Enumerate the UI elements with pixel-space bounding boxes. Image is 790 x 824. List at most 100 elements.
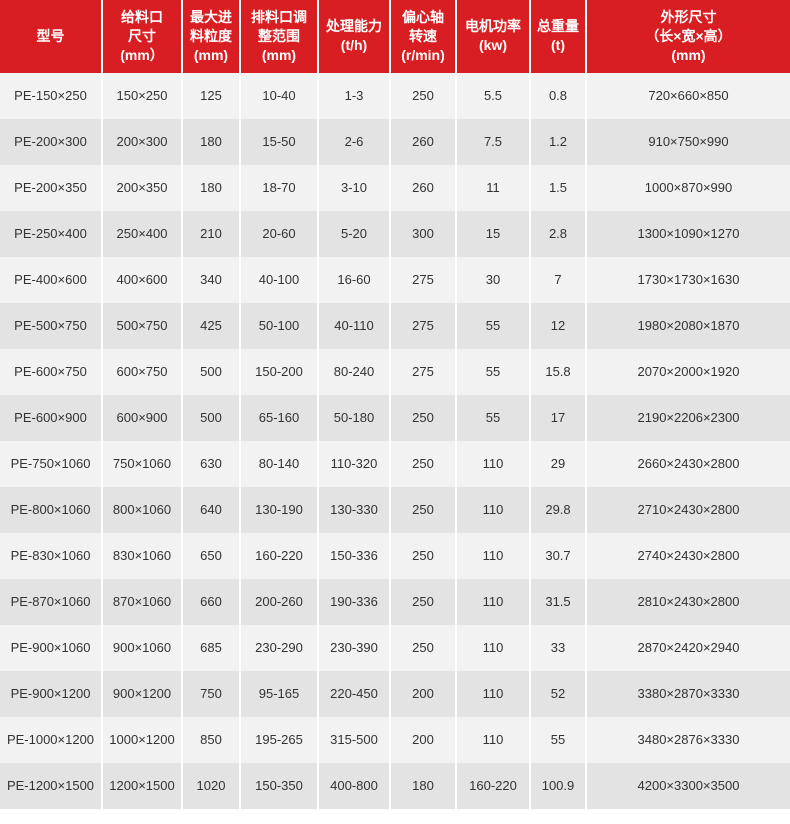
cell-feed_size: 750×1060 <box>102 441 182 487</box>
cell-feed_size: 830×1060 <box>102 533 182 579</box>
cell-max_feed: 685 <box>182 625 240 671</box>
cell-model: PE-800×1060 <box>0 487 102 533</box>
cell-shaft_rpm: 200 <box>390 671 456 717</box>
cell-max_feed: 425 <box>182 303 240 349</box>
cell-model: PE-870×1060 <box>0 579 102 625</box>
cell-feed_size: 600×900 <box>102 395 182 441</box>
cell-shaft_rpm: 250 <box>390 487 456 533</box>
table-row: PE-900×1200900×120075095-165220-45020011… <box>0 671 790 717</box>
cell-capacity: 40-110 <box>318 303 390 349</box>
cell-model: PE-900×1060 <box>0 625 102 671</box>
cell-discharge: 150-200 <box>240 349 318 395</box>
cell-weight_t: 33 <box>530 625 586 671</box>
cell-dims: 2710×2430×2800 <box>586 487 790 533</box>
cell-model: PE-1000×1200 <box>0 717 102 763</box>
cell-shaft_rpm: 250 <box>390 73 456 119</box>
cell-shaft_rpm: 250 <box>390 625 456 671</box>
cell-model: PE-600×900 <box>0 395 102 441</box>
cell-dims: 3480×2876×3330 <box>586 717 790 763</box>
cell-discharge: 130-190 <box>240 487 318 533</box>
cell-motor_kw: 7.5 <box>456 119 530 165</box>
cell-dims: 2190×2206×2300 <box>586 395 790 441</box>
cell-weight_t: 17 <box>530 395 586 441</box>
cell-motor_kw: 15 <box>456 211 530 257</box>
cell-motor_kw: 110 <box>456 625 530 671</box>
cell-dims: 1300×1090×1270 <box>586 211 790 257</box>
cell-model: PE-750×1060 <box>0 441 102 487</box>
cell-weight_t: 100.9 <box>530 763 586 809</box>
col-header-line: 型号 <box>37 28 65 44</box>
cell-weight_t: 12 <box>530 303 586 349</box>
cell-motor_kw: 55 <box>456 395 530 441</box>
cell-feed_size: 400×600 <box>102 257 182 303</box>
cell-feed_size: 900×1200 <box>102 671 182 717</box>
col-header-line: 尺寸 <box>128 28 156 44</box>
table-row: PE-800×1060800×1060640130-190130-3302501… <box>0 487 790 533</box>
cell-discharge: 195-265 <box>240 717 318 763</box>
cell-capacity: 80-240 <box>318 349 390 395</box>
cell-model: PE-500×750 <box>0 303 102 349</box>
cell-weight_t: 1.2 <box>530 119 586 165</box>
cell-shaft_rpm: 275 <box>390 257 456 303</box>
col-header-line: 转速 <box>409 28 437 44</box>
col-header-line: (mm) <box>194 47 228 63</box>
table-row: PE-150×250150×25012510-401-32505.50.8720… <box>0 73 790 119</box>
cell-model: PE-200×300 <box>0 119 102 165</box>
table-row: PE-600×750600×750500150-20080-2402755515… <box>0 349 790 395</box>
cell-max_feed: 500 <box>182 395 240 441</box>
cell-model: PE-600×750 <box>0 349 102 395</box>
col-header-feed_size: 给料口尺寸(mm） <box>102 0 182 73</box>
cell-shaft_rpm: 250 <box>390 395 456 441</box>
cell-capacity: 230-390 <box>318 625 390 671</box>
cell-motor_kw: 55 <box>456 303 530 349</box>
cell-dims: 4200×3300×3500 <box>586 763 790 809</box>
cell-shaft_rpm: 275 <box>390 349 456 395</box>
cell-weight_t: 31.5 <box>530 579 586 625</box>
cell-feed_size: 1000×1200 <box>102 717 182 763</box>
table-row: PE-400×600400×60034040-10016-60275307173… <box>0 257 790 303</box>
cell-max_feed: 500 <box>182 349 240 395</box>
col-header-line: (t/h) <box>341 37 367 53</box>
table-row: PE-1000×12001000×1200850195-265315-50020… <box>0 717 790 763</box>
table-row: PE-870×1060870×1060660200-260190-3362501… <box>0 579 790 625</box>
cell-discharge: 95-165 <box>240 671 318 717</box>
col-header-line: (mm) <box>262 47 296 63</box>
cell-capacity: 5-20 <box>318 211 390 257</box>
cell-dims: 1980×2080×1870 <box>586 303 790 349</box>
cell-motor_kw: 110 <box>456 579 530 625</box>
cell-shaft_rpm: 300 <box>390 211 456 257</box>
cell-dims: 2810×2430×2800 <box>586 579 790 625</box>
cell-feed_size: 900×1060 <box>102 625 182 671</box>
table-row: PE-750×1060750×106063080-140110-32025011… <box>0 441 790 487</box>
table-row: PE-200×350200×35018018-703-10260111.5100… <box>0 165 790 211</box>
cell-model: PE-200×350 <box>0 165 102 211</box>
cell-shaft_rpm: 200 <box>390 717 456 763</box>
col-header-line: 最大进 <box>190 9 232 25</box>
cell-discharge: 200-260 <box>240 579 318 625</box>
cell-motor_kw: 30 <box>456 257 530 303</box>
cell-weight_t: 15.8 <box>530 349 586 395</box>
cell-weight_t: 52 <box>530 671 586 717</box>
table-body: PE-150×250150×25012510-401-32505.50.8720… <box>0 73 790 809</box>
cell-model: PE-250×400 <box>0 211 102 257</box>
cell-feed_size: 200×350 <box>102 165 182 211</box>
cell-capacity: 50-180 <box>318 395 390 441</box>
cell-discharge: 40-100 <box>240 257 318 303</box>
cell-discharge: 50-100 <box>240 303 318 349</box>
cell-feed_size: 150×250 <box>102 73 182 119</box>
cell-capacity: 2-6 <box>318 119 390 165</box>
table-row: PE-200×300200×30018015-502-62607.51.2910… <box>0 119 790 165</box>
cell-model: PE-830×1060 <box>0 533 102 579</box>
cell-motor_kw: 110 <box>456 717 530 763</box>
col-header-line: 处理能力 <box>326 18 382 34</box>
col-header-line: (mm） <box>120 47 164 63</box>
cell-motor_kw: 5.5 <box>456 73 530 119</box>
cell-motor_kw: 110 <box>456 441 530 487</box>
cell-shaft_rpm: 260 <box>390 119 456 165</box>
cell-discharge: 230-290 <box>240 625 318 671</box>
col-header-line: (kw) <box>479 37 507 53</box>
cell-capacity: 150-336 <box>318 533 390 579</box>
cell-capacity: 190-336 <box>318 579 390 625</box>
cell-model: PE-1200×1500 <box>0 763 102 809</box>
table-row: PE-600×900600×90050065-16050-18025055172… <box>0 395 790 441</box>
